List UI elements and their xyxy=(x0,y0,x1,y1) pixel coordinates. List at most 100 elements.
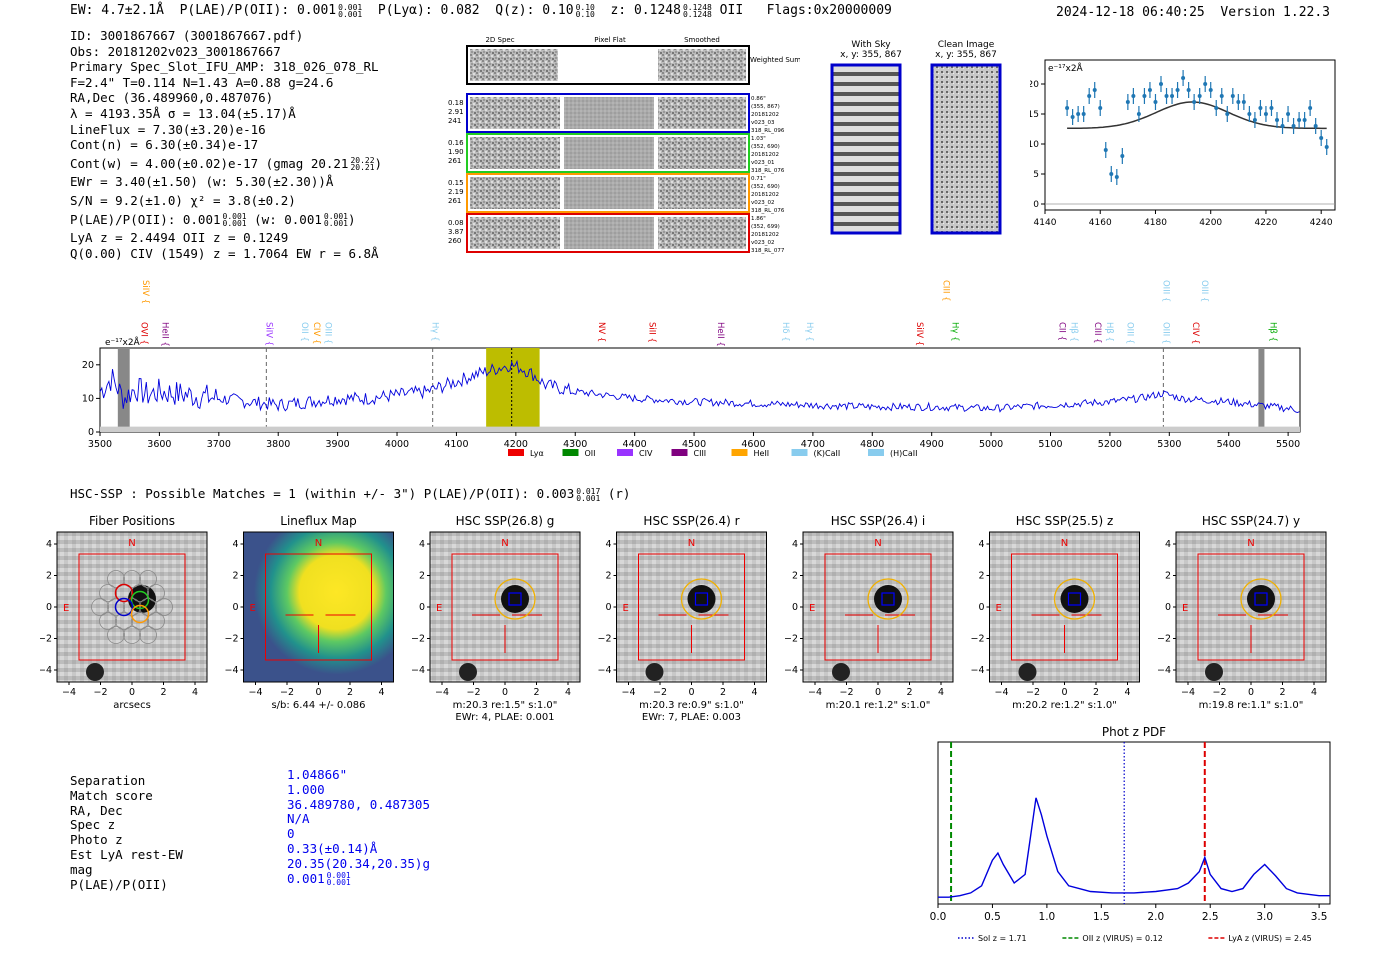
fiber-circle xyxy=(155,598,173,616)
masked-region xyxy=(117,348,130,432)
search-box xyxy=(638,553,745,661)
hsc-xtick-label: 0 xyxy=(315,687,321,698)
hsc-ytick-label: −2 xyxy=(970,634,984,645)
info-line: Cont(w) = 4.00(±0.02)e-17 (gmag 20.21 20.… xyxy=(70,155,383,173)
fiber-highlight xyxy=(130,604,150,624)
cutout-right-label: 0.86" xyxy=(751,96,766,102)
search-box xyxy=(78,553,186,661)
zoom-point xyxy=(1203,82,1208,86)
hsc-header-frac: 0.017 0.001 xyxy=(576,486,601,503)
source-blob xyxy=(1060,585,1089,613)
z-value: z: 0.1248 xyxy=(610,3,681,18)
zoom-point xyxy=(1109,172,1114,176)
hsc-ytick-label: 4 xyxy=(232,539,238,550)
hsc-xtick-label: 0 xyxy=(1061,687,1067,698)
hsc-ytick-label: 4 xyxy=(978,539,984,550)
hsc-ytick-label: 2 xyxy=(605,571,611,582)
zoom-point xyxy=(1153,100,1158,104)
zoom-point xyxy=(1291,124,1296,128)
cutout-right-label: 318_RL_076 xyxy=(751,208,785,214)
photz-xtick-label: 3.5 xyxy=(1311,911,1328,923)
hsc-ytick-label: 4 xyxy=(1165,539,1171,550)
hsc-panel-frame xyxy=(243,531,394,683)
zoom-ylabel: e⁻¹⁷x2Å xyxy=(1048,62,1084,74)
zoom-point xyxy=(1297,118,1302,122)
zoom-point xyxy=(1065,106,1070,110)
hsc-xtick-label: 2 xyxy=(160,687,166,698)
photz-pdf-line xyxy=(938,797,1330,898)
info-line: F=2.4" T=0.114 N=1.43 A=0.88 g=24.6 xyxy=(70,74,334,90)
cutout-left-label: 2.91 xyxy=(448,108,464,116)
match-value: 0.33(±0.14)Å xyxy=(287,840,378,856)
legend-swatch xyxy=(671,449,688,456)
hsc-panel-frame xyxy=(1175,531,1327,683)
match-labels: Separation Match score RA, Dec Spec z Ph… xyxy=(70,773,183,892)
cutout-left-label: 1.90 xyxy=(448,148,464,156)
full-plot-frame xyxy=(99,347,1301,433)
hsc-xtick-label: −4 xyxy=(621,687,635,698)
cutout-left-label: 3.87 xyxy=(448,228,464,236)
legend-swatch xyxy=(791,449,808,456)
photz-xtick-label: 0.0 xyxy=(930,911,947,923)
hsc-ytick-label: 2 xyxy=(1165,571,1171,582)
legend-swatch xyxy=(731,449,748,456)
zoom-xtick-label: 4180 xyxy=(1144,218,1167,228)
datetime-version: 2024-12-18 06:40:25 Version 1.22.3 xyxy=(1056,5,1330,20)
full-xtick-label: 5100 xyxy=(1038,439,1062,450)
match-values: 1.04866" 1.000 36.489780, 0.487305 N/A 0… xyxy=(287,767,430,886)
hsc-xtick-label: 0 xyxy=(1248,687,1254,698)
sky-clean-panel: With Sky x, y: 355, 867 Clean Image x, y… xyxy=(830,40,1002,235)
col-title-2dspec: 2D Spec xyxy=(485,36,514,44)
zoom-point xyxy=(1087,94,1092,98)
hsc-xtick-label: −4 xyxy=(808,687,822,698)
cutout-right-label: 1.03" xyxy=(751,136,766,142)
hsc-panel-frame xyxy=(616,531,767,683)
fiber-circle xyxy=(91,598,109,616)
hsc-xlabel: m:20.2 re:1.2" s:1.0" xyxy=(1012,700,1117,711)
legend-label: (H)CaII xyxy=(890,449,917,458)
legend-swatch xyxy=(868,449,884,456)
target-box xyxy=(881,592,895,606)
zoom-point xyxy=(1219,94,1224,98)
zoom-point xyxy=(1313,124,1318,128)
source-blob xyxy=(687,585,716,613)
neighbor-source xyxy=(459,663,477,681)
hsc-xtick-label: 2 xyxy=(720,687,726,698)
match-value: 36.489780, 0.487305 xyxy=(287,796,430,812)
hsc-ytick-label: −2 xyxy=(40,634,52,645)
hsc-panel: Fiber Positions N E −4 −4 −2 −2 0 0 2 2 4 4 arcsecs xyxy=(40,514,208,711)
search-box xyxy=(1197,553,1305,661)
hsc-xtick-label: 0 xyxy=(875,687,881,698)
cutout-right-label: 20181202 xyxy=(751,152,779,158)
hsc-xtick-label: 4 xyxy=(192,687,198,698)
line-id-label: Hδ { xyxy=(780,322,790,342)
line-id-label: NV { xyxy=(596,322,606,342)
full-spectrum-chart: SiIV {OVI {HeII {SiIV {OII {CIV {OIII {H… xyxy=(82,280,1301,458)
hsc-panel-frame xyxy=(429,531,581,683)
clean-image xyxy=(930,63,1002,235)
hsc-ytick-label: 2 xyxy=(232,571,238,582)
cutout-right-label: 20181202 xyxy=(751,232,779,238)
match-value: 20.35(20.34,20.35)g xyxy=(287,855,430,871)
zoom-point xyxy=(1208,88,1213,92)
cutout-left-label: 261 xyxy=(448,197,461,205)
zoom-point xyxy=(1225,112,1230,116)
zoom-point xyxy=(1247,112,1252,116)
cutout-right-label: 318_RL_077 xyxy=(751,248,785,254)
hsc-ytick-label: 0 xyxy=(1165,602,1171,613)
sky-background xyxy=(100,426,1300,432)
cutout-right-label: (352, 699) xyxy=(751,224,780,230)
line-id-label: Hβ { xyxy=(1104,322,1114,342)
cutout-smooth xyxy=(658,97,746,129)
fiber-highlight xyxy=(114,583,134,603)
zoom-point xyxy=(1302,118,1307,122)
hsc-ytick-label: −4 xyxy=(40,665,52,676)
hsc-xtick-label: −4 xyxy=(248,687,262,698)
cutout-smooth xyxy=(658,177,746,209)
hsc-panel-title: HSC SSP(26.4) r xyxy=(643,514,739,528)
aperture-ellipse xyxy=(867,578,909,620)
fiber-circle xyxy=(123,570,141,588)
full-xtick-label: 3800 xyxy=(266,439,290,450)
zoom-point xyxy=(1070,115,1075,119)
